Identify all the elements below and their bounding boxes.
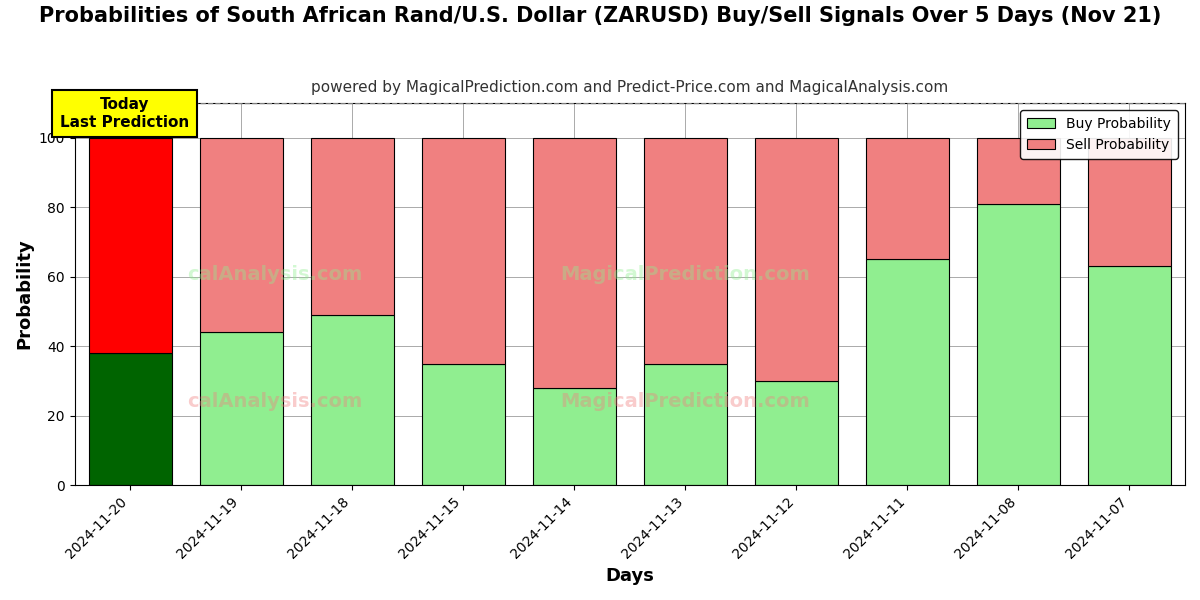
Bar [533,388,616,485]
Bar [755,138,838,381]
Text: Today
Last Prediction: Today Last Prediction [60,97,190,130]
Bar [865,259,949,485]
Bar [977,204,1060,485]
Legend: Buy Probability, Sell Probability: Buy Probability, Sell Probability [1020,110,1178,159]
Bar [643,364,727,485]
Bar [421,138,505,364]
Text: calAnalysis.com: calAnalysis.com [187,392,362,410]
Title: powered by MagicalPrediction.com and Predict-Price.com and MagicalAnalysis.com: powered by MagicalPrediction.com and Pre… [311,80,948,95]
Text: Probabilities of South African Rand/U.S. Dollar (ZARUSD) Buy/Sell Signals Over 5: Probabilities of South African Rand/U.S.… [38,6,1162,26]
Bar [643,138,727,364]
Bar [1088,138,1171,266]
Bar [1088,266,1171,485]
Text: calAnalysis.com: calAnalysis.com [187,265,362,284]
Bar [199,138,283,332]
Bar [89,138,172,353]
Text: MagicalPrediction.com: MagicalPrediction.com [560,265,810,284]
Bar [421,364,505,485]
Bar [311,315,394,485]
Bar [977,138,1060,204]
Bar [311,138,394,315]
Bar [533,138,616,388]
Bar [199,332,283,485]
Bar [755,381,838,485]
X-axis label: Days: Days [605,567,654,585]
Bar [89,353,172,485]
Y-axis label: Probability: Probability [16,239,34,349]
Text: MagicalPrediction.com: MagicalPrediction.com [560,392,810,410]
Bar [865,138,949,259]
